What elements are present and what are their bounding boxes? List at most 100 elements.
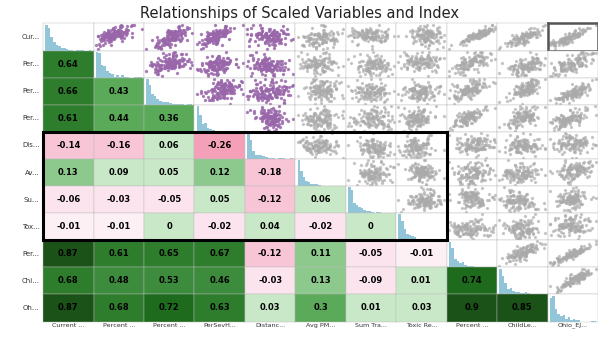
Point (359, 32, 369, 37)
Point (551, 198, 561, 204)
Point (424, 65, 434, 70)
Point (306, 91, 316, 97)
Point (455, 234, 465, 239)
Point (127, 22, 137, 28)
Point (463, 62, 473, 67)
Point (403, 53, 413, 59)
Point (422, 101, 431, 106)
Point (379, 121, 389, 127)
Point (267, 31, 276, 37)
Point (115, 31, 125, 37)
Point (463, 137, 472, 142)
Point (566, 118, 575, 123)
Point (487, 22, 497, 28)
Point (495, 197, 505, 203)
Point (551, 67, 560, 72)
Bar (472, 266, 474, 267)
Point (407, 114, 416, 120)
Point (271, 126, 280, 131)
Point (415, 165, 425, 171)
Point (529, 246, 538, 252)
Point (575, 26, 584, 31)
Point (264, 65, 273, 71)
Point (344, 121, 353, 126)
Point (174, 60, 184, 66)
Bar (197, 106, 199, 132)
Point (571, 249, 581, 255)
Point (212, 30, 222, 35)
Point (316, 35, 326, 41)
Point (365, 69, 374, 75)
Point (304, 119, 314, 124)
Point (551, 124, 560, 129)
Point (460, 189, 470, 194)
Point (365, 148, 374, 154)
Point (312, 60, 321, 66)
Point (401, 154, 410, 159)
Point (221, 31, 230, 36)
Point (475, 136, 484, 142)
Point (477, 60, 486, 66)
Point (316, 95, 325, 100)
Point (213, 81, 222, 86)
Point (420, 199, 430, 205)
Point (410, 61, 419, 66)
Point (466, 229, 475, 234)
Point (570, 198, 579, 204)
Point (516, 232, 526, 237)
Point (361, 170, 370, 176)
Point (219, 85, 228, 91)
Point (368, 115, 378, 120)
Point (511, 89, 520, 95)
Point (268, 89, 277, 95)
Point (511, 110, 521, 116)
Point (203, 74, 212, 79)
Point (475, 29, 485, 34)
Point (119, 29, 129, 34)
Point (521, 85, 531, 91)
Point (374, 65, 384, 70)
Point (554, 224, 563, 229)
Point (483, 233, 492, 239)
Point (338, 112, 347, 118)
Point (572, 93, 581, 99)
Point (517, 143, 527, 149)
Point (474, 147, 484, 152)
Point (208, 32, 218, 38)
Point (303, 33, 312, 39)
Point (473, 70, 483, 75)
Point (524, 230, 533, 236)
Point (531, 51, 541, 57)
Point (469, 175, 478, 180)
Point (210, 63, 219, 69)
Point (357, 27, 367, 32)
Point (393, 105, 403, 110)
Point (524, 118, 533, 123)
Point (510, 199, 520, 205)
Point (388, 164, 398, 170)
Point (371, 147, 380, 153)
Point (419, 170, 429, 176)
Point (167, 62, 177, 68)
Bar (298, 160, 300, 186)
Point (509, 109, 518, 115)
Point (303, 146, 312, 151)
Point (332, 29, 342, 35)
Point (325, 112, 335, 118)
Point (363, 67, 373, 72)
Point (561, 66, 570, 71)
Point (314, 147, 324, 152)
Point (376, 174, 385, 180)
Bar (318, 185, 321, 186)
Point (352, 139, 362, 144)
Point (504, 91, 514, 96)
Point (549, 42, 559, 48)
Point (288, 71, 298, 76)
Point (306, 60, 316, 66)
Point (358, 85, 368, 90)
Bar (66, 49, 68, 51)
Point (586, 168, 596, 173)
Point (370, 91, 380, 97)
Point (218, 67, 228, 72)
Point (568, 87, 578, 92)
